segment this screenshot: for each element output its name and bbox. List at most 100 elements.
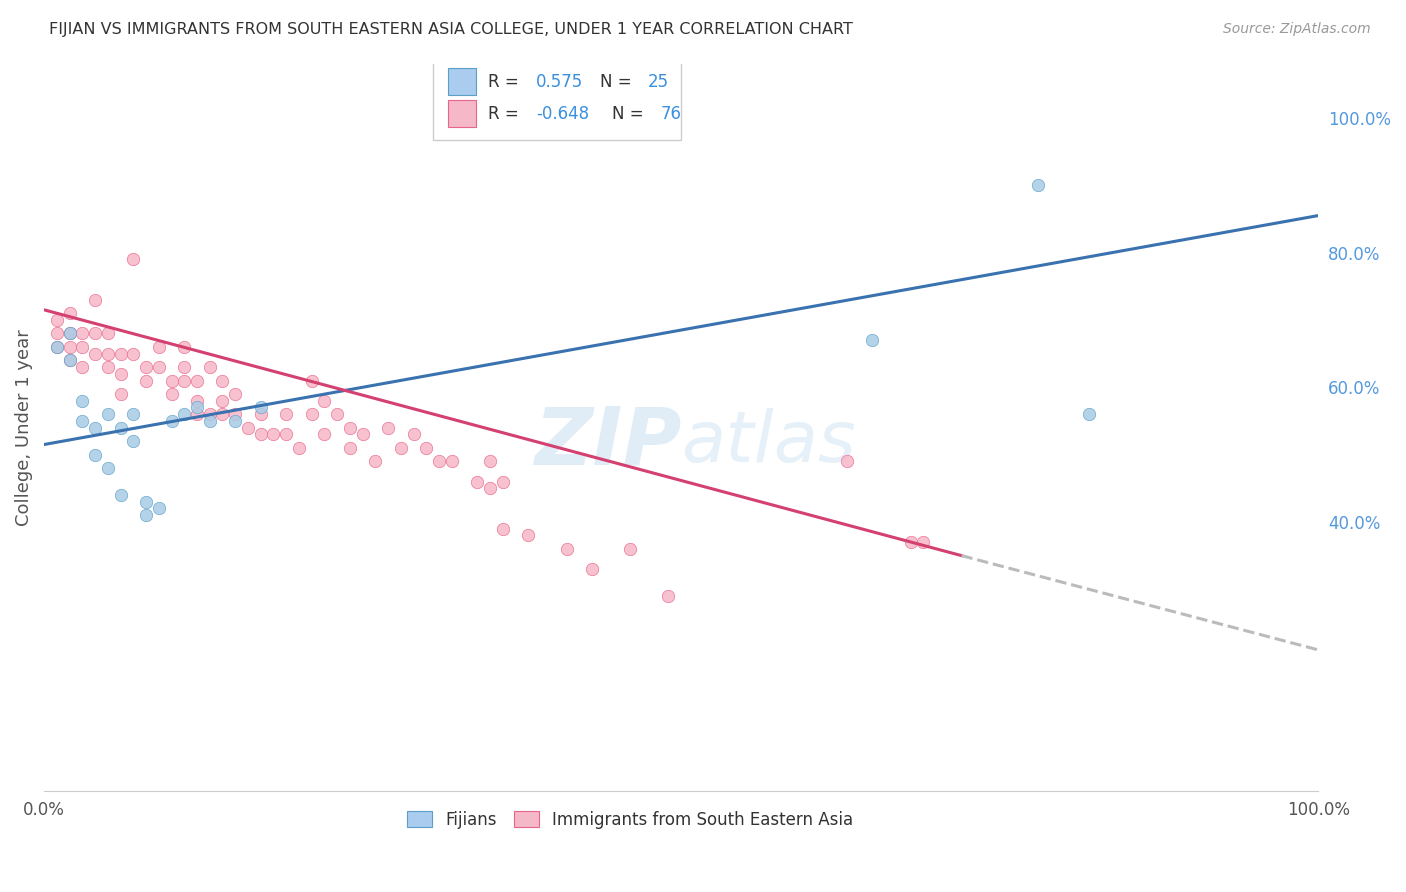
Point bbox=[262, 427, 284, 442]
Point bbox=[97, 407, 120, 421]
Point bbox=[492, 475, 515, 489]
Point bbox=[249, 427, 271, 442]
Point bbox=[72, 414, 94, 428]
Text: 76: 76 bbox=[661, 104, 682, 122]
FancyBboxPatch shape bbox=[433, 57, 681, 140]
Point bbox=[224, 387, 246, 401]
Point bbox=[1026, 178, 1049, 193]
Point bbox=[45, 340, 67, 354]
Point bbox=[415, 441, 437, 455]
Point bbox=[160, 414, 183, 428]
Point bbox=[198, 360, 221, 375]
Point bbox=[122, 346, 145, 360]
Point bbox=[224, 414, 246, 428]
Point bbox=[110, 387, 132, 401]
Point bbox=[657, 589, 679, 603]
Point bbox=[555, 541, 578, 556]
Point bbox=[492, 522, 515, 536]
Text: ZIP: ZIP bbox=[534, 403, 681, 481]
Point bbox=[198, 407, 221, 421]
Point bbox=[326, 407, 349, 421]
Point bbox=[72, 326, 94, 341]
Point bbox=[288, 441, 311, 455]
Point bbox=[186, 374, 208, 388]
Point bbox=[45, 340, 67, 354]
Point bbox=[58, 306, 80, 320]
Point bbox=[97, 461, 120, 475]
Point bbox=[122, 434, 145, 449]
Point bbox=[835, 454, 858, 468]
Point bbox=[198, 414, 221, 428]
Point bbox=[58, 326, 80, 341]
Point bbox=[364, 454, 387, 468]
Point bbox=[148, 340, 170, 354]
Point bbox=[517, 528, 540, 542]
Text: R =: R = bbox=[488, 72, 523, 90]
Point bbox=[186, 401, 208, 415]
Text: N =: N = bbox=[613, 104, 650, 122]
Point bbox=[440, 454, 463, 468]
Point bbox=[84, 346, 107, 360]
Point bbox=[276, 427, 298, 442]
Point bbox=[135, 374, 157, 388]
Text: -0.648: -0.648 bbox=[536, 104, 589, 122]
Point bbox=[211, 374, 233, 388]
Point bbox=[160, 387, 183, 401]
Point bbox=[912, 535, 935, 549]
Point bbox=[110, 488, 132, 502]
Point bbox=[97, 326, 120, 341]
Point bbox=[301, 374, 323, 388]
Point bbox=[148, 360, 170, 375]
Legend: Fijians, Immigrants from South Eastern Asia: Fijians, Immigrants from South Eastern A… bbox=[401, 804, 860, 835]
Point bbox=[339, 441, 361, 455]
Point bbox=[314, 393, 336, 408]
Point bbox=[84, 448, 107, 462]
Point bbox=[860, 333, 883, 347]
Point bbox=[211, 407, 233, 421]
Point bbox=[211, 393, 233, 408]
Point bbox=[301, 407, 323, 421]
Point bbox=[45, 326, 67, 341]
Point bbox=[84, 293, 107, 307]
Point bbox=[122, 252, 145, 267]
Point bbox=[249, 401, 271, 415]
Text: Source: ZipAtlas.com: Source: ZipAtlas.com bbox=[1223, 22, 1371, 37]
Point bbox=[276, 407, 298, 421]
Text: R =: R = bbox=[488, 104, 523, 122]
Point bbox=[58, 326, 80, 341]
Point bbox=[314, 427, 336, 442]
Point bbox=[900, 535, 922, 549]
Point bbox=[58, 353, 80, 368]
Point bbox=[72, 340, 94, 354]
Point bbox=[45, 313, 67, 327]
Point bbox=[427, 454, 450, 468]
Point bbox=[389, 441, 412, 455]
Point bbox=[160, 374, 183, 388]
Point bbox=[72, 360, 94, 375]
Point bbox=[479, 454, 502, 468]
Point bbox=[84, 420, 107, 434]
Text: FIJIAN VS IMMIGRANTS FROM SOUTH EASTERN ASIA COLLEGE, UNDER 1 YEAR CORRELATION C: FIJIAN VS IMMIGRANTS FROM SOUTH EASTERN … bbox=[49, 22, 853, 37]
Point bbox=[110, 367, 132, 381]
Point bbox=[402, 427, 425, 442]
Point bbox=[110, 346, 132, 360]
Point bbox=[97, 346, 120, 360]
Point bbox=[186, 393, 208, 408]
Point bbox=[122, 407, 145, 421]
Point bbox=[479, 481, 502, 495]
Point bbox=[72, 393, 94, 408]
Point bbox=[339, 420, 361, 434]
Point bbox=[84, 326, 107, 341]
Point bbox=[110, 420, 132, 434]
Point bbox=[135, 360, 157, 375]
Y-axis label: College, Under 1 year: College, Under 1 year bbox=[15, 329, 32, 526]
Point bbox=[581, 562, 603, 576]
Point bbox=[173, 374, 195, 388]
Point bbox=[135, 508, 157, 523]
Point bbox=[173, 407, 195, 421]
Point bbox=[236, 420, 259, 434]
Point bbox=[465, 475, 488, 489]
Text: atlas: atlas bbox=[681, 408, 856, 476]
Text: 25: 25 bbox=[648, 72, 669, 90]
FancyBboxPatch shape bbox=[449, 68, 477, 95]
